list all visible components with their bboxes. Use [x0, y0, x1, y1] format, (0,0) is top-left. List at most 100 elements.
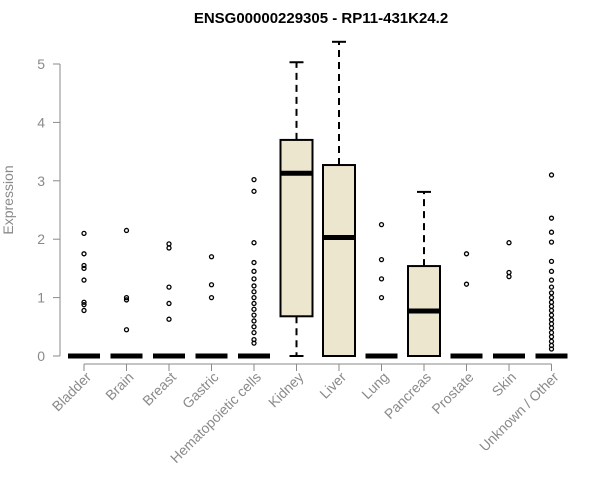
box-6	[279, 61, 314, 357]
outlier-point	[208, 282, 215, 288]
outlier-point	[251, 312, 257, 318]
x-tick-label: Bladder	[49, 369, 95, 415]
outlier-point	[548, 299, 555, 305]
outlier-point	[548, 258, 555, 265]
box-9	[407, 190, 441, 357]
outlier-point	[548, 346, 555, 352]
box-5	[238, 176, 270, 359]
outlier-point	[378, 276, 385, 282]
outlier-point	[548, 229, 555, 235]
outlier-point	[208, 254, 215, 260]
outlier-point	[81, 307, 87, 314]
outlier-point	[208, 294, 215, 301]
x-tick-label: Liver	[316, 369, 349, 402]
outlier-point	[251, 294, 257, 301]
outlier-point	[81, 301, 87, 308]
outlier-point	[123, 294, 130, 301]
box-series	[68, 40, 568, 359]
chart-title: ENSG00000229305 - RP11-431K24.2	[194, 10, 448, 27]
outlier-point	[548, 294, 555, 301]
outlier-point	[81, 265, 87, 272]
outlier-point	[548, 290, 555, 296]
outlier-point	[251, 276, 257, 282]
outlier-point	[251, 329, 257, 336]
outlier-point	[548, 303, 555, 310]
outlier-point	[548, 172, 555, 178]
outlier-point	[251, 176, 257, 183]
outlier-point	[251, 240, 257, 246]
outlier-point	[548, 325, 555, 331]
outlier-point	[506, 240, 512, 246]
outlier-point	[548, 277, 555, 283]
box-10	[450, 251, 483, 359]
outlier-point	[548, 239, 555, 245]
y-tick-label: 0	[37, 348, 45, 364]
outlier-point	[123, 297, 130, 303]
box-7	[322, 40, 356, 357]
y-tick-label: 4	[37, 114, 45, 130]
outlier-point	[548, 215, 555, 221]
outlier-point	[548, 312, 555, 318]
box-body	[322, 164, 356, 357]
y-axis: 0 1 2 3 4 5	[37, 56, 61, 364]
x-tick-label: Lung	[358, 369, 391, 402]
outlier-point	[251, 300, 257, 307]
outlier-point	[251, 283, 257, 289]
y-tick-label: 1	[37, 290, 45, 306]
outlier-point	[548, 338, 555, 345]
outlier-point	[251, 340, 257, 346]
outlier-point	[251, 268, 257, 274]
outlier-point	[463, 281, 470, 287]
outlier-point	[251, 188, 257, 194]
y-tick-label: 5	[37, 56, 45, 72]
outlier-point	[378, 221, 385, 228]
outlier-point	[166, 300, 172, 307]
box-11	[493, 240, 525, 359]
outlier-point	[81, 299, 87, 305]
outlier-point	[548, 307, 555, 314]
box-3	[153, 241, 185, 359]
box-12	[535, 172, 568, 359]
outlier-point	[251, 306, 257, 312]
outlier-point	[251, 324, 257, 330]
x-tick-label: Unknown / Other	[476, 369, 562, 455]
box-body	[279, 138, 314, 318]
x-tick-label: Pancreas	[381, 369, 434, 422]
outlier-point	[166, 284, 172, 290]
outlier-point	[463, 251, 470, 257]
outlier-point	[81, 277, 87, 283]
outlier-point	[166, 316, 172, 322]
outlier-point	[166, 241, 172, 247]
y-axis-label: Expression	[0, 165, 16, 234]
outlier-point	[166, 245, 172, 251]
x-tick-label: Skin	[489, 369, 520, 400]
outlier-point	[548, 317, 555, 323]
y-tick-label: 3	[37, 173, 45, 189]
outlier-point	[81, 262, 87, 269]
outlier-point	[81, 230, 87, 237]
outlier-point	[548, 329, 555, 336]
outlier-point	[548, 268, 555, 274]
outlier-point	[251, 289, 257, 295]
outlier-point	[123, 227, 130, 234]
outlier-point	[548, 321, 555, 327]
outlier-point	[548, 334, 555, 340]
outlier-point	[251, 259, 257, 266]
outlier-point	[81, 251, 87, 257]
outlier-point	[548, 284, 555, 290]
outlier-point	[123, 327, 130, 333]
box-1	[68, 230, 100, 359]
x-tick-label: Breast	[139, 369, 179, 409]
outlier-point	[251, 318, 257, 324]
x-tick-label: Prostate	[428, 369, 476, 417]
outlier-point	[378, 294, 385, 301]
outlier-point	[506, 269, 512, 276]
box-2	[110, 227, 143, 359]
outlier-point	[506, 273, 512, 280]
x-tick-label: Kidney	[265, 369, 307, 411]
box-4	[195, 254, 228, 359]
y-tick-label: 2	[37, 231, 45, 247]
box-8	[365, 221, 398, 359]
